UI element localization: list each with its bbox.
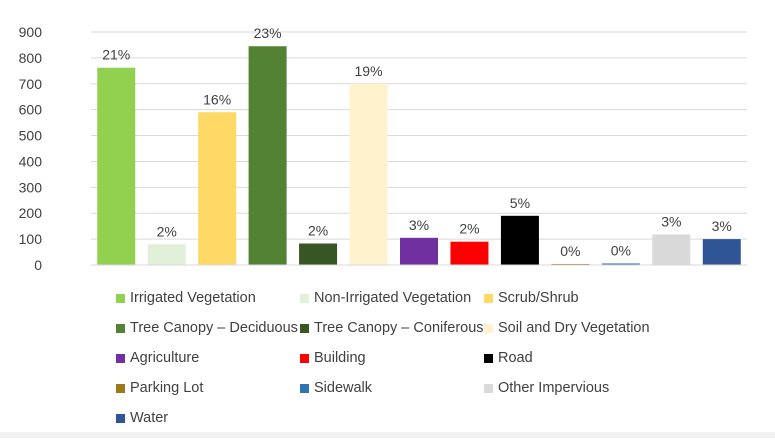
- legend-swatch: [116, 353, 125, 363]
- y-tick-label: 700: [19, 76, 43, 92]
- chart-legend: Irrigated Vegetation Non-Irrigated Vegeta…: [116, 288, 766, 428]
- legend-swatch: [484, 353, 493, 363]
- data-label-scrub-shrub: 16%: [203, 91, 231, 107]
- bars: [97, 46, 741, 266]
- legend-item-irrigated-vegetation: Irrigated Vegetation: [116, 288, 300, 308]
- legend-item-building: Building: [300, 348, 484, 368]
- legend-label: Irrigated Vegetation: [130, 290, 256, 306]
- legend-label: Sidewalk: [314, 380, 373, 396]
- bar-sidewalk: [601, 263, 640, 265]
- legend-label: Tree Canopy – Deciduous: [130, 320, 298, 336]
- y-tick-label: 500: [19, 128, 43, 144]
- legend-swatch: [300, 323, 309, 333]
- page-bottom-border: [0, 432, 775, 438]
- legend-item-non-irrigated-vegetation: Non-Irrigated Vegetation: [300, 288, 484, 308]
- data-label-sidewalk: 0%: [611, 242, 631, 258]
- legend-swatch: [116, 293, 125, 303]
- bar-tree-canopy-coniferous: [299, 243, 338, 265]
- legend-swatch: [116, 383, 125, 393]
- bar-water: [702, 239, 741, 265]
- legend-swatch: [116, 413, 125, 423]
- bar-non-irrigated-vegetation: [147, 244, 186, 265]
- legend-item-agriculture: Agriculture: [116, 348, 300, 368]
- legend-label: Tree Canopy – Coniferous: [314, 320, 484, 336]
- legend-swatch: [300, 383, 309, 393]
- data-label-irrigated-vegetation: 21%: [102, 47, 130, 63]
- legend-label: Parking Lot: [130, 380, 204, 396]
- legend-item-tree-canopy-deciduous: Tree Canopy – Deciduous: [116, 318, 300, 338]
- legend-swatch: [300, 293, 309, 303]
- legend-swatch: [484, 323, 493, 333]
- bar-tree-canopy-deciduous: [248, 46, 287, 265]
- legend-item-sidewalk: Sidewalk: [300, 378, 484, 398]
- legend-swatch: [300, 353, 309, 363]
- legend-swatch: [116, 323, 125, 333]
- legend-item-parking-lot: Parking Lot: [116, 378, 300, 398]
- bar-road: [500, 215, 539, 265]
- data-label-tree-canopy-deciduous: 23%: [254, 25, 282, 41]
- legend-item-scrub-shrub: Scrub/Shrub: [484, 288, 684, 308]
- bar-irrigated-vegetation: [97, 67, 136, 265]
- data-label-road: 5%: [510, 195, 530, 211]
- y-tick-label: 400: [19, 153, 43, 169]
- data-label-other-impervious: 3%: [661, 213, 681, 229]
- legend-label: Agriculture: [130, 350, 200, 366]
- y-tick-label: 900: [19, 24, 43, 40]
- bar-other-impervious: [652, 234, 691, 265]
- bar-agriculture: [400, 237, 438, 265]
- bar-building: [450, 241, 489, 265]
- data-label-building: 2%: [459, 221, 479, 237]
- legend-item-tree-canopy-coniferous: Tree Canopy – Coniferous: [300, 318, 484, 338]
- data-label-agriculture: 3%: [409, 217, 429, 233]
- legend-swatch: [484, 383, 493, 393]
- legend-label: Other Impervious: [498, 380, 610, 396]
- bar-scrub-shrub: [198, 112, 237, 265]
- legend-swatch: [484, 293, 493, 303]
- y-tick-label: 200: [19, 205, 43, 221]
- legend-item-soil-and-dry-vegetation: Soil and Dry Vegetation: [484, 318, 684, 338]
- y-tick-label: 100: [19, 231, 43, 247]
- y-tick-label: 800: [19, 50, 43, 66]
- legend-item-road: Road: [484, 348, 684, 368]
- data-label-water: 3%: [712, 218, 732, 234]
- data-label-tree-canopy-coniferous: 2%: [308, 223, 328, 239]
- legend-item-water: Water: [116, 408, 300, 428]
- data-labels: 21% 2% 16% 23% 2% 19% 3% 2% 5% 0% 0% 3% 3%: [102, 25, 732, 259]
- bar-parking-lot: [551, 263, 590, 265]
- data-label-non-irrigated-vegetation: 2%: [157, 223, 177, 239]
- y-axis-ticks: 0 100 200 300 400 500 600 700 800 900: [19, 24, 43, 273]
- legend-label: Non-Irrigated Vegetation: [314, 290, 472, 306]
- y-tick-label: 600: [19, 102, 43, 118]
- data-label-parking-lot: 0%: [560, 243, 580, 259]
- gridlines: [91, 31, 747, 240]
- y-tick-label: 0: [34, 257, 42, 273]
- legend-label: Building: [314, 350, 366, 366]
- data-label-soil-and-dry-vegetation: 19%: [355, 63, 383, 79]
- legend-label: Soil and Dry Vegetation: [498, 320, 650, 336]
- y-tick-label: 300: [19, 179, 43, 195]
- legend-label: Road: [498, 350, 533, 366]
- legend-item-other-impervious: Other Impervious: [484, 378, 684, 398]
- bar-soil-and-dry-vegetation: [349, 83, 388, 266]
- legend-label: Scrub/Shrub: [498, 290, 579, 306]
- legend-label: Water: [130, 410, 169, 426]
